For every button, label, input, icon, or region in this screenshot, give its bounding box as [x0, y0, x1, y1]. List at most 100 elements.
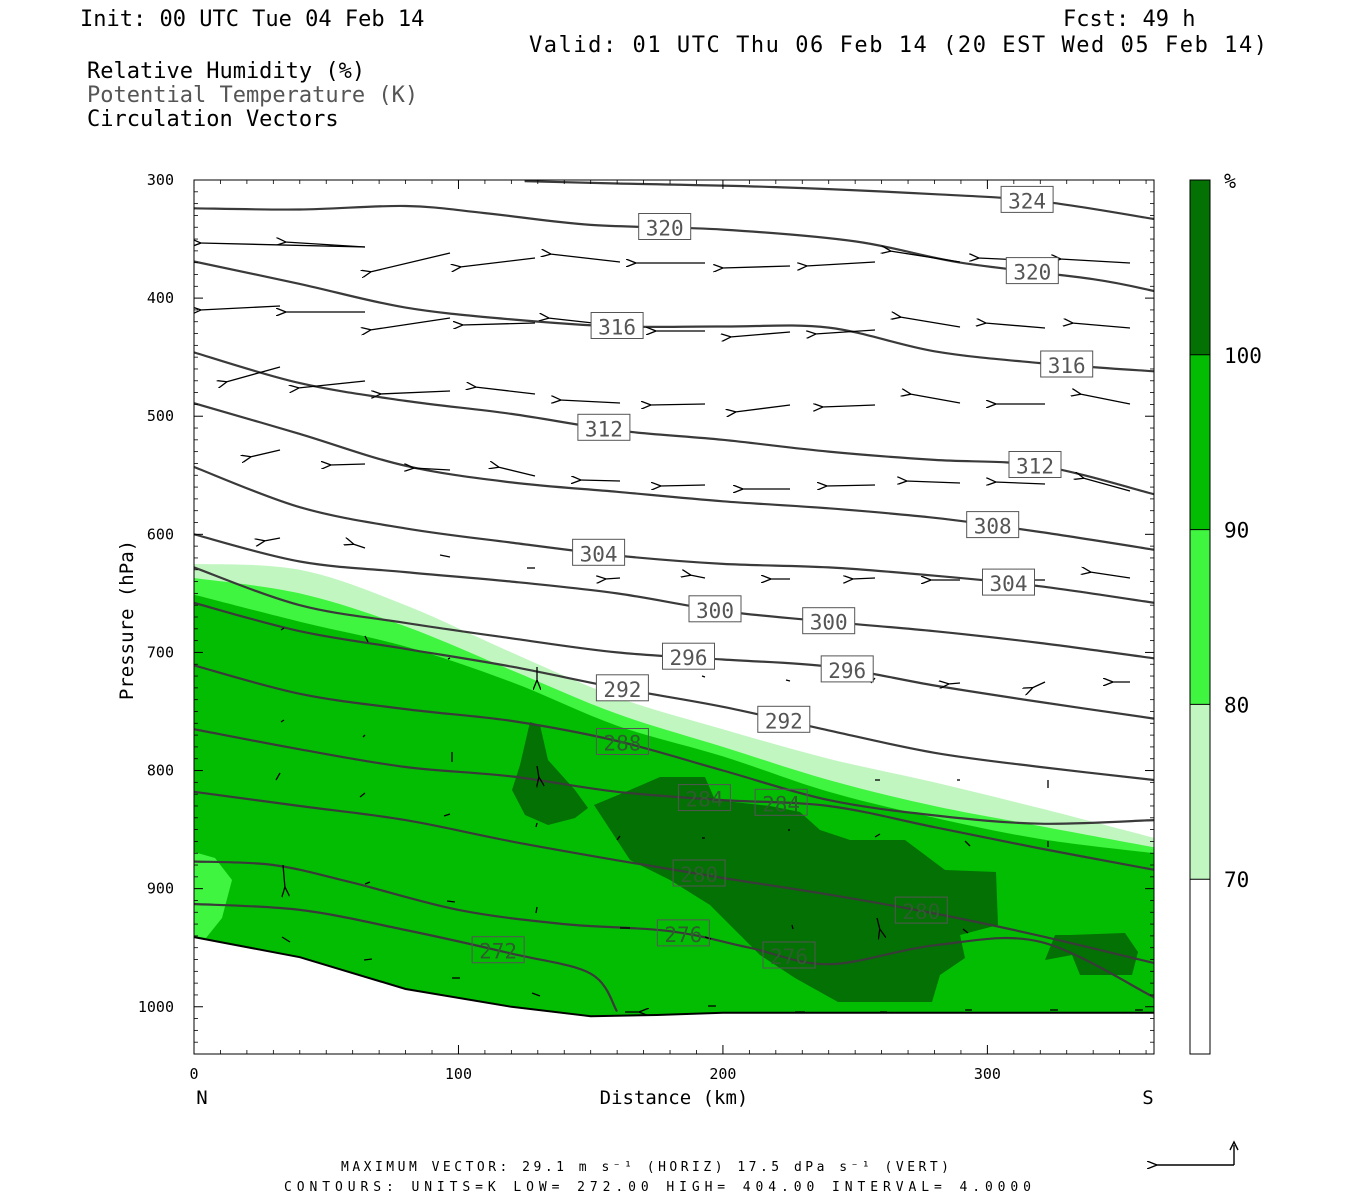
theta-label-308: 308 — [974, 515, 1012, 539]
circulation-vector — [806, 261, 876, 266]
circulation-vector — [660, 485, 706, 486]
circulation-vector — [964, 840, 971, 847]
circulation-vector — [380, 391, 451, 394]
theta-label-box — [762, 941, 816, 969]
circulation-vector — [722, 266, 791, 268]
circulation-vector — [298, 380, 366, 388]
theta-label-box — [757, 705, 811, 733]
circulation-vector — [735, 404, 791, 412]
circulation-vector — [460, 257, 536, 267]
circulation-vector — [364, 881, 371, 885]
theta-contour-272 — [194, 902, 619, 1013]
circulation-vector — [280, 627, 285, 631]
circulation-vector — [447, 657, 451, 660]
theta-contour-labels: 324 320 320 316 316 312 312 304 308 300 300 304 296 2… — [471, 185, 1094, 969]
theta-label-320: 320 — [646, 217, 684, 241]
theta-label-box — [966, 511, 1020, 539]
colorbar-segment — [1190, 529, 1210, 705]
field-label-vectors: Circulation Vectors — [87, 107, 339, 132]
colorbar-level-label: 80 — [1224, 693, 1249, 717]
circulation-vector — [900, 317, 961, 328]
circulation-vector — [363, 958, 373, 961]
theta-label-box — [572, 538, 626, 566]
theta-label-280: 280 — [680, 863, 718, 887]
circulation-vector — [580, 480, 621, 481]
circulation-vector — [560, 400, 621, 403]
theta-label-296: 296 — [828, 659, 866, 683]
field-label-rh: Relative Humidity (%) — [87, 59, 365, 84]
theta-label-box — [1000, 185, 1054, 213]
y-tick-label: 700 — [147, 643, 174, 661]
y-tick-label: 400 — [147, 289, 174, 307]
below-ground-mask — [194, 937, 1154, 1054]
circulation-vector — [475, 387, 536, 395]
circulation-vector — [985, 323, 1046, 329]
theta-contour-280 — [194, 790, 1154, 965]
circulation-vector — [785, 679, 791, 682]
x-tick-label: 100 — [445, 1065, 472, 1083]
circulation-vector — [535, 822, 538, 828]
theta-label-304: 304 — [990, 572, 1028, 596]
theta-label-box — [688, 595, 742, 623]
circulation-vector — [264, 537, 281, 541]
circulation-vectors — [200, 242, 1143, 1012]
circulation-vector — [852, 578, 876, 579]
x-axis-right-end-label: S — [1142, 1087, 1153, 1109]
theta-label-box — [577, 413, 631, 441]
colorbar-level-label: 70 — [1224, 868, 1249, 892]
rh-band-pocket — [194, 852, 232, 938]
circulation-vector — [1080, 394, 1131, 405]
x-tick-label: 0 — [189, 1065, 198, 1083]
theta-label-box — [638, 213, 692, 240]
footer: MAXIMUM VECTOR: 29.1 m s⁻¹ (HORIZ) 17.5 … — [284, 1140, 1239, 1195]
valid-time-label: Valid: 01 UTC Thu 06 Feb 14 (20 EST Wed … — [529, 33, 1267, 58]
theta-label-box — [754, 788, 808, 816]
max-vector-note: MAXIMUM VECTOR: 29.1 m s⁻¹ (HORIZ) 17.5 … — [341, 1160, 949, 1175]
colorbar-frame — [1189, 179, 1211, 1055]
theta-label-box — [1040, 350, 1094, 378]
circulation-vector — [910, 394, 961, 404]
circulation-vector — [330, 464, 366, 465]
circulation-vector — [413, 468, 451, 470]
theta-label-box — [595, 728, 649, 755]
circulation-vector — [1072, 323, 1131, 329]
theta-label-296: 296 — [670, 646, 708, 670]
circulation-vector — [826, 485, 876, 486]
circulation-vector — [948, 683, 961, 684]
circulation-vector — [275, 772, 281, 781]
field-label-theta: Potential Temperature (K) — [87, 83, 418, 108]
axis-ticks: 300 400 500 600 700 800 900 1000 0 100 200 300 — [138, 171, 1154, 1083]
y-tick-label: 1000 — [138, 998, 174, 1016]
x-axis-left-end-label: N — [196, 1087, 207, 1109]
circulation-vector — [359, 792, 366, 798]
theta-label-304: 304 — [580, 542, 618, 566]
colorbar-level-label: 100 — [1224, 344, 1262, 368]
circulation-vector — [876, 917, 880, 930]
circulation-vector — [995, 482, 1046, 484]
colorbar-level-label: 90 — [1224, 519, 1249, 543]
circulation-vector — [250, 449, 281, 457]
circulation-vector — [1090, 572, 1131, 579]
circulation-vector — [370, 252, 451, 272]
circulation-vector — [443, 813, 451, 817]
circulation-vector — [283, 864, 285, 888]
theta-label-272: 272 — [479, 940, 517, 964]
x-axis-title: Distance (km) — [600, 1087, 749, 1109]
theta-label-316: 316 — [598, 316, 636, 340]
y-tick-label: 900 — [147, 880, 174, 898]
theta-label-316: 316 — [1048, 354, 1086, 378]
plot-area: 324 320 320 316 316 312 312 304 308 300 300 304 296 2… — [116, 171, 1155, 1109]
circulation-vector — [370, 317, 451, 330]
circulation-vector — [439, 554, 451, 558]
theta-contour-292 — [194, 601, 1154, 782]
circulation-vector — [498, 467, 536, 477]
theta-label-276: 276 — [770, 945, 808, 969]
circulation-vector — [962, 928, 969, 934]
circulation-vector — [906, 481, 961, 483]
theta-label-300: 300 — [810, 611, 848, 635]
theta-label-324: 324 — [1008, 189, 1046, 213]
reference-vector-icon — [1156, 1140, 1239, 1165]
theta-label-292: 292 — [603, 678, 641, 702]
circulation-vector — [874, 833, 881, 838]
